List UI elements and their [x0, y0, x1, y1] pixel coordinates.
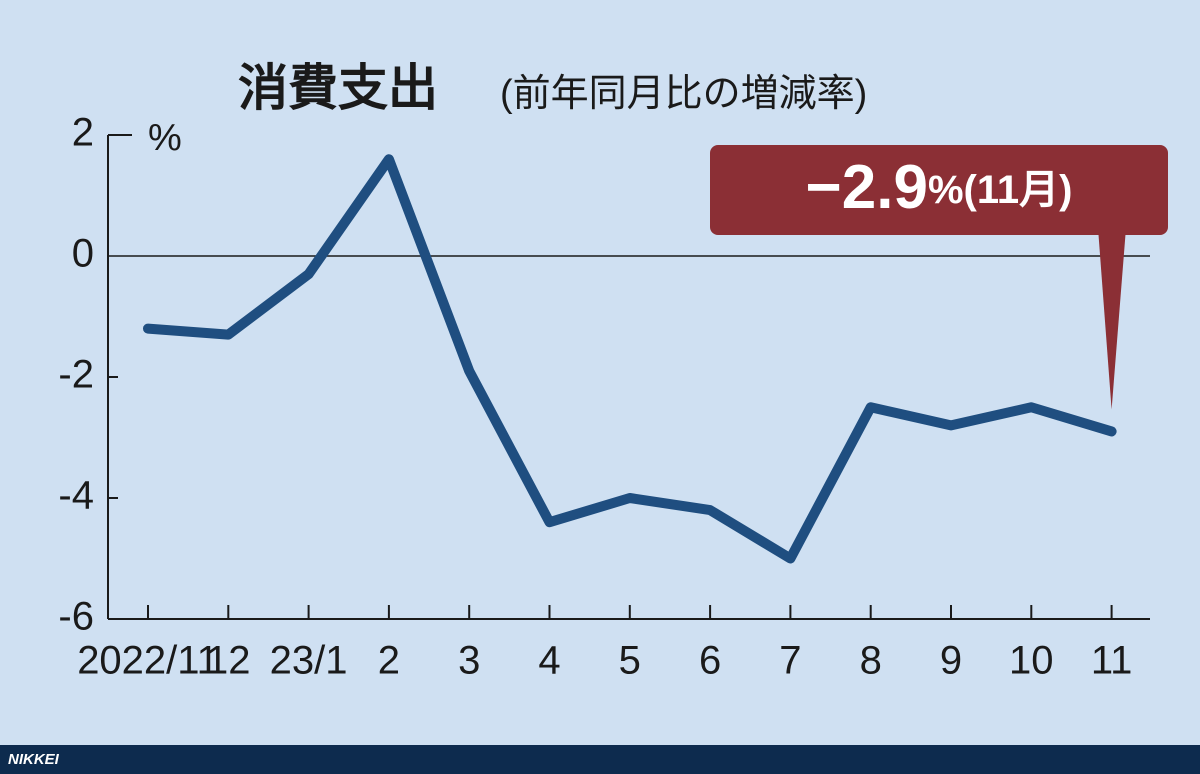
x-tick-label: 10: [1009, 639, 1054, 683]
y-tick-label: -2: [58, 353, 94, 397]
x-tick-label: 9: [940, 639, 962, 683]
x-tick-label: 8: [860, 639, 882, 683]
callout-unit: %(11月): [928, 168, 1073, 212]
y-tick-label: 2: [72, 111, 94, 155]
footer-bar: [0, 745, 1200, 774]
callout-pointer: [1098, 228, 1126, 410]
x-tick-label: 11: [1091, 639, 1133, 683]
source: NIKKEI: [8, 751, 60, 768]
y-tick-label: -6: [58, 595, 94, 639]
y-tick-label: 0: [72, 232, 94, 276]
data-line: [143, 154, 1117, 564]
callout-box: [710, 145, 1168, 235]
chart-subtitle: (前年同月比の増減率): [500, 73, 867, 115]
x-tick-label: 7: [779, 639, 801, 683]
x-tick-label: 12: [206, 639, 251, 683]
callout-text: −2.9%(11月): [806, 153, 1073, 222]
x-tick-label: 2022/11: [77, 639, 219, 683]
x-tick-label: 4: [538, 639, 560, 683]
x-tick-label: 3: [458, 639, 480, 683]
callout-value: −2.9: [806, 153, 928, 222]
x-tick-label: 6: [699, 639, 721, 683]
x-tick-label: 23/1: [270, 639, 348, 683]
x-tick-label: 2: [378, 639, 400, 683]
x-tick-label: 5: [619, 639, 641, 683]
chart-title: 消費支出: [238, 60, 438, 116]
y-tick-label: -4: [58, 474, 94, 518]
y-axis-label: %: [148, 117, 182, 159]
